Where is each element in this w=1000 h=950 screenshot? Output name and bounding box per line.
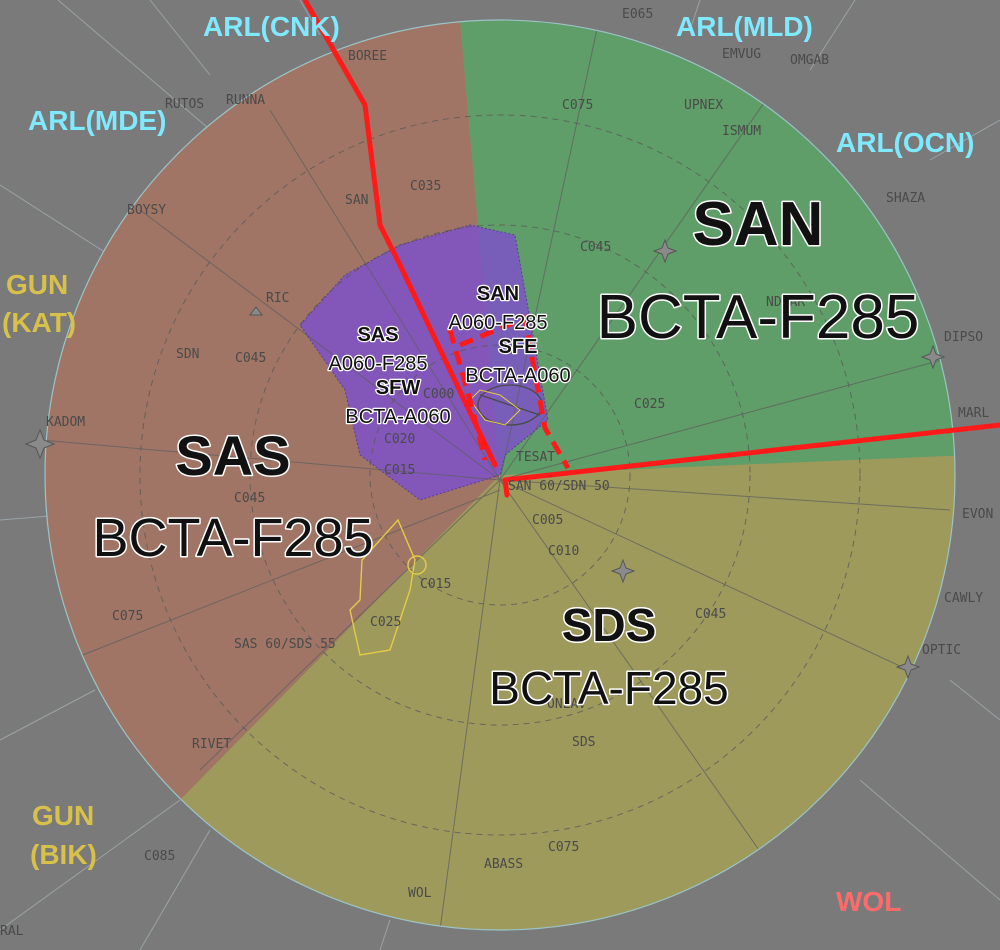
sector-fills [45,20,955,930]
map-label: RUTOS [165,97,204,112]
map-label: C085 [144,849,175,864]
subsector-labels: SAN A060-F285 SAS A060-F285 SFE BCTA-A06… [327,282,572,430]
label-arl-mld: ARL(MLD) [676,11,813,42]
map-label: EVON [962,507,993,522]
map-label: WOL [408,886,432,901]
map-label: OPTIC [922,643,961,658]
map-label: ONLAV [547,697,586,712]
map-label: UPNEX [684,98,723,113]
subsector-san-name: SAN [477,283,519,305]
map-label: SHAZA [886,191,925,206]
sector-sds-level: BCTA-F285 [489,662,728,714]
label-arl-mde: ARL(MDE) [28,105,166,136]
map-label: RIVET [192,737,231,752]
label-arl-cnk: ARL(CNK) [203,11,340,42]
waypoint-symbols [24,238,946,680]
adjacent-labels: ARL(CNK) ARL(MLD) ARL(MDE) ARL(OCN) GUN … [2,11,974,917]
label-gun-bik-2: (BIK) [30,839,97,870]
map-label: C045 [234,491,265,506]
map-label: CAWLY [944,591,983,606]
sector-sas-level: BCTA-F285 [92,508,373,568]
label-gun-kat-2: (KAT) [2,307,76,338]
waypoint-icon [610,558,636,584]
sector-sds-name: SDS [562,599,657,651]
subsector-sfe-level: BCTA-A060 [465,365,570,387]
map-label: NDBAR [766,295,805,310]
map-label: SDN [176,347,199,362]
sector-san-name: SAN [693,190,824,259]
map-label: C015 [384,463,415,478]
label-wol: WOL [836,886,901,917]
map-label: RAL [0,924,24,939]
waypoint-icon [652,238,678,264]
sub-sector-fill [300,225,548,500]
boundary-san-sas [302,0,498,468]
map-label: C045 [695,607,726,622]
waypoint-icon [249,306,263,316]
waypoint-icon [895,654,921,680]
sector-labels: SAN BCTA-F285 SAS BCTA-F285 SDS BCTA-F28… [91,189,921,716]
map-label: SAN 60/SDN 50 [508,479,610,494]
label-gun-bik-1: GUN [32,800,94,831]
map-label: EMVUG [722,47,761,62]
sub-sector-outline [299,224,549,501]
subsector-sfw-level: BCTA-A060 [345,406,450,428]
map-label: BOYSY [127,203,166,218]
tma-outer-ring [44,19,956,931]
map-label: C000 [423,387,454,402]
subsector-sas-level: A060-F285 [329,353,428,375]
waypoint-icon [24,428,56,460]
waypoint-icon [920,344,946,370]
subsector-san-level: A060-F285 [449,312,548,334]
map-label: TESAT [516,450,555,465]
map-label: ABASS [484,857,523,872]
map-label: C025 [370,615,401,630]
sector-sas-fill [45,20,500,930]
map-label: E065 [622,7,653,22]
subsector-sfe-name: SFE [499,336,538,358]
map-label: C010 [548,544,579,559]
map-label: C045 [235,351,266,366]
map-label: C015 [420,577,451,592]
subsector-sfw-name: SFW [376,377,421,399]
boundary-san-sds [502,422,1000,498]
map-label: SDS [572,735,595,750]
map-label: OMGAB [790,53,829,68]
map-label: C005 [532,513,563,528]
map-label: ISMUM [722,124,761,139]
map-label: C020 [384,432,415,447]
boundary-sfw [447,329,488,461]
sub-sector-boundaries [447,314,571,470]
label-gun-kat-1: GUN [6,269,68,300]
map-label: RUNNA [226,93,265,108]
map-label: DIPSO [944,330,983,345]
sector-sas-name: SAS [175,424,290,487]
sector-san-level: BCTA-F285 [597,283,920,352]
map-label: C035 [410,179,441,194]
map-labels: E065 BOREE EMVUG OMGAB RUTOS RUNNA UPNEX… [0,7,993,939]
boundary-sfe [459,314,571,470]
restricted-areas [349,389,521,656]
map-label: RIC [266,291,289,306]
map-label: C075 [112,609,143,624]
map-label: KADOM [46,415,85,430]
sector-boundaries [302,0,1000,498]
map-label: SAS 60/SDS 55 [234,637,336,652]
subsector-sas-name: SAS [357,324,398,346]
map-label: SAN [345,193,368,208]
map-label: C025 [634,397,665,412]
label-arl-ocn: ARL(OCN) [836,127,974,158]
map-label: C075 [562,98,593,113]
map-label: MARL [958,406,989,421]
map-label: C045 [580,240,611,255]
map-label: BOREE [348,49,387,64]
map-label: C075 [548,840,579,855]
